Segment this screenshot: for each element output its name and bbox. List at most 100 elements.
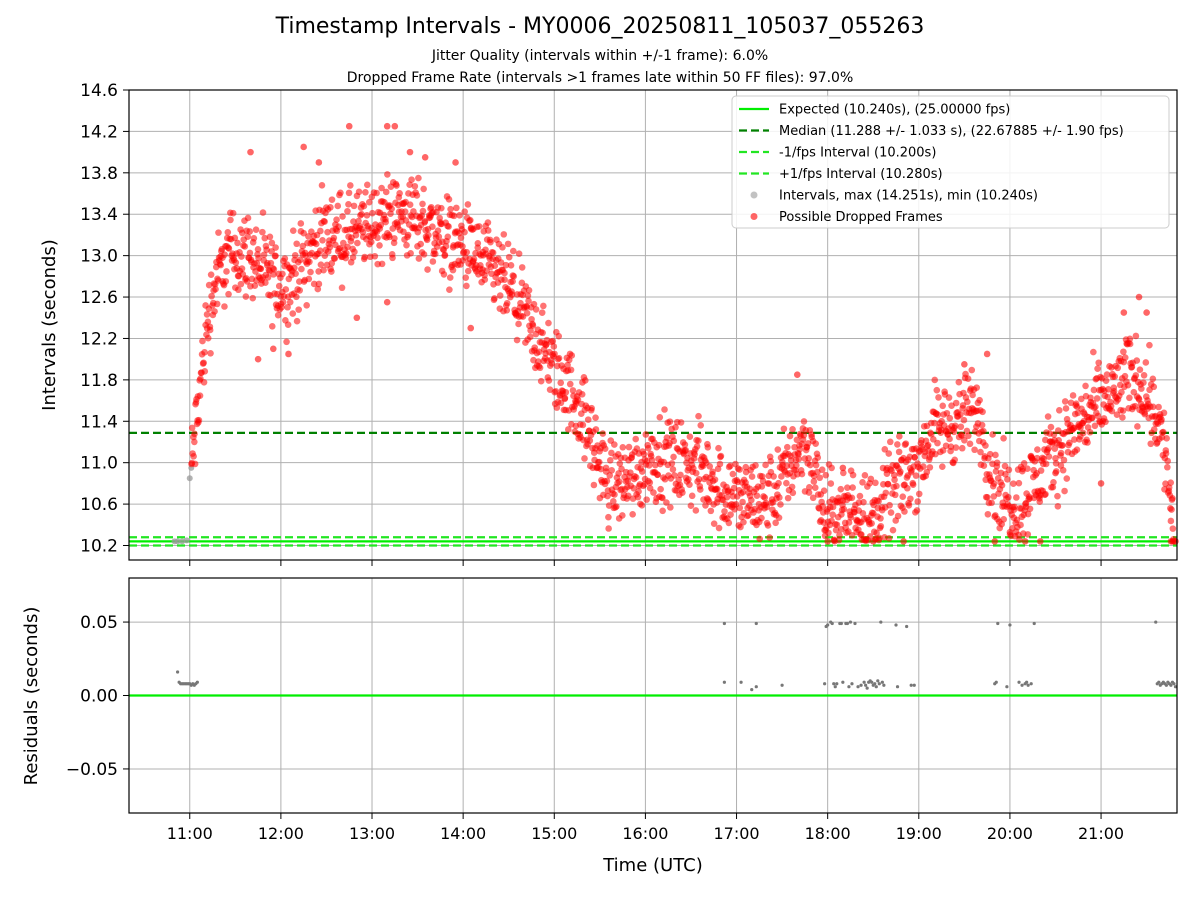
dropped-frame-point (507, 261, 515, 269)
dropped-frame-point (429, 258, 437, 265)
dropped-frame-point (252, 226, 260, 234)
dropped-frame-point (445, 223, 452, 230)
residual-point (1026, 683, 1030, 687)
dropped-frame-point (268, 239, 276, 247)
dropped-frame-point (911, 454, 919, 461)
dropped-frame-point (713, 485, 721, 493)
dropped-frame-point (305, 275, 313, 283)
dropped-frame-point (315, 159, 323, 166)
dropped-frame-point (526, 333, 534, 341)
dropped-frame-point (669, 466, 677, 473)
dropped-frame-point (899, 493, 907, 500)
dropped-frame-point (642, 431, 650, 438)
residuals-frame (128, 577, 1178, 814)
dropped-frame-point (452, 159, 459, 166)
dropped-frame-point (259, 209, 267, 216)
dropped-frame-point (411, 182, 419, 190)
dropped-frame-point (964, 398, 971, 406)
dropped-frame-point (809, 494, 817, 502)
dropped-frame-point (866, 533, 874, 540)
dropped-frame-point (707, 507, 715, 515)
dropped-frame-point (742, 463, 750, 471)
dropped-frame-point (969, 391, 976, 399)
dropped-frame-point (1049, 483, 1057, 491)
dropped-frame-point (1020, 460, 1028, 467)
dropped-frame-point (884, 480, 892, 488)
residual-point (833, 685, 837, 689)
dropped-frame-point (532, 306, 540, 313)
dropped-frame-point (601, 445, 609, 452)
dropped-frame-point (502, 261, 510, 269)
dropped-frame-point (780, 425, 788, 433)
dropped-frame-point (389, 225, 397, 232)
dropped-frame-point (500, 231, 508, 238)
dropped-frame-point (353, 314, 361, 322)
dropped-frame-point (599, 430, 607, 437)
dropped-frame-point (389, 254, 396, 262)
dropped-frame-point (697, 421, 705, 429)
dropped-frame-point (1118, 388, 1125, 396)
dropped-frame-point (934, 411, 942, 418)
dropped-frame-point (246, 249, 254, 257)
dropped-frame-point (278, 303, 285, 311)
dropped-frame-point (497, 259, 505, 266)
dropped-frame-point (748, 473, 756, 480)
dropped-frame-point (952, 444, 960, 451)
dropped-frame-point (1050, 478, 1057, 486)
dropped-frame-point (971, 446, 978, 454)
dropped-frame-point (537, 377, 545, 385)
dropped-frame-point (438, 204, 445, 212)
dropped-frame-point (235, 286, 242, 294)
dropped-frame-point (731, 506, 738, 513)
dropped-frame-point (1095, 359, 1102, 367)
dropped-frame-point (223, 268, 230, 275)
legend-dot-swatch (750, 191, 758, 199)
dropped-frame-point (840, 469, 847, 477)
dropped-frame-point (805, 454, 812, 462)
dropped-frame-point (407, 250, 414, 257)
dropped-frame-point (1092, 403, 1099, 411)
dropped-frame-point (200, 378, 208, 386)
dropped-frame-point (286, 298, 294, 306)
dropped-frame-point (829, 503, 837, 511)
dropped-frame-point (450, 212, 458, 220)
dropped-frame-point (856, 492, 864, 500)
residuals-y-axis-label: Residuals (seconds) (21, 607, 42, 786)
dropped-frame-point (551, 350, 558, 358)
dropped-frame-point (343, 249, 350, 257)
dropped-frame-point (1105, 385, 1112, 393)
dropped-frame-point (268, 323, 276, 330)
dropped-frame-point (272, 244, 279, 251)
dropped-frame-point (400, 228, 407, 236)
residual-point (750, 688, 754, 692)
dropped-frame-point (939, 463, 946, 470)
dropped-frame-point (211, 308, 218, 315)
dropped-frame-point (1059, 442, 1066, 449)
dropped-frame-point (312, 240, 320, 248)
dropped-frame-point (296, 256, 304, 264)
dropped-frame-point (262, 279, 269, 287)
residuals-axes: 11:00 12:00 13:00 14:00 15:00 16:00 17:00 18:00… (66, 577, 1178, 843)
x-tick-label: 15:00 (531, 824, 577, 843)
dropped-frame-point (887, 509, 895, 516)
dropped-frame-point (463, 248, 470, 256)
dropped-frame-point (1172, 538, 1179, 545)
dropped-frame-point (444, 233, 452, 241)
dropped-frame-point (264, 274, 272, 281)
dropped-frame-point (1103, 371, 1111, 378)
dropped-frame-point (832, 526, 840, 534)
residual-point (895, 685, 900, 689)
dropped-frame-point (711, 476, 719, 483)
dropped-frame-point (421, 153, 429, 161)
dropped-frame-point (932, 450, 939, 458)
dropped-frame-point (610, 497, 617, 505)
dropped-frame-point (806, 461, 814, 469)
dropped-frame-point (562, 388, 570, 396)
residual-point (912, 683, 916, 687)
dropped-frame-point (630, 484, 638, 492)
dropped-frame-point (998, 481, 1006, 489)
residual-point (1020, 683, 1024, 687)
dropped-frame-point (687, 502, 695, 510)
dropped-frame-point (484, 219, 492, 226)
